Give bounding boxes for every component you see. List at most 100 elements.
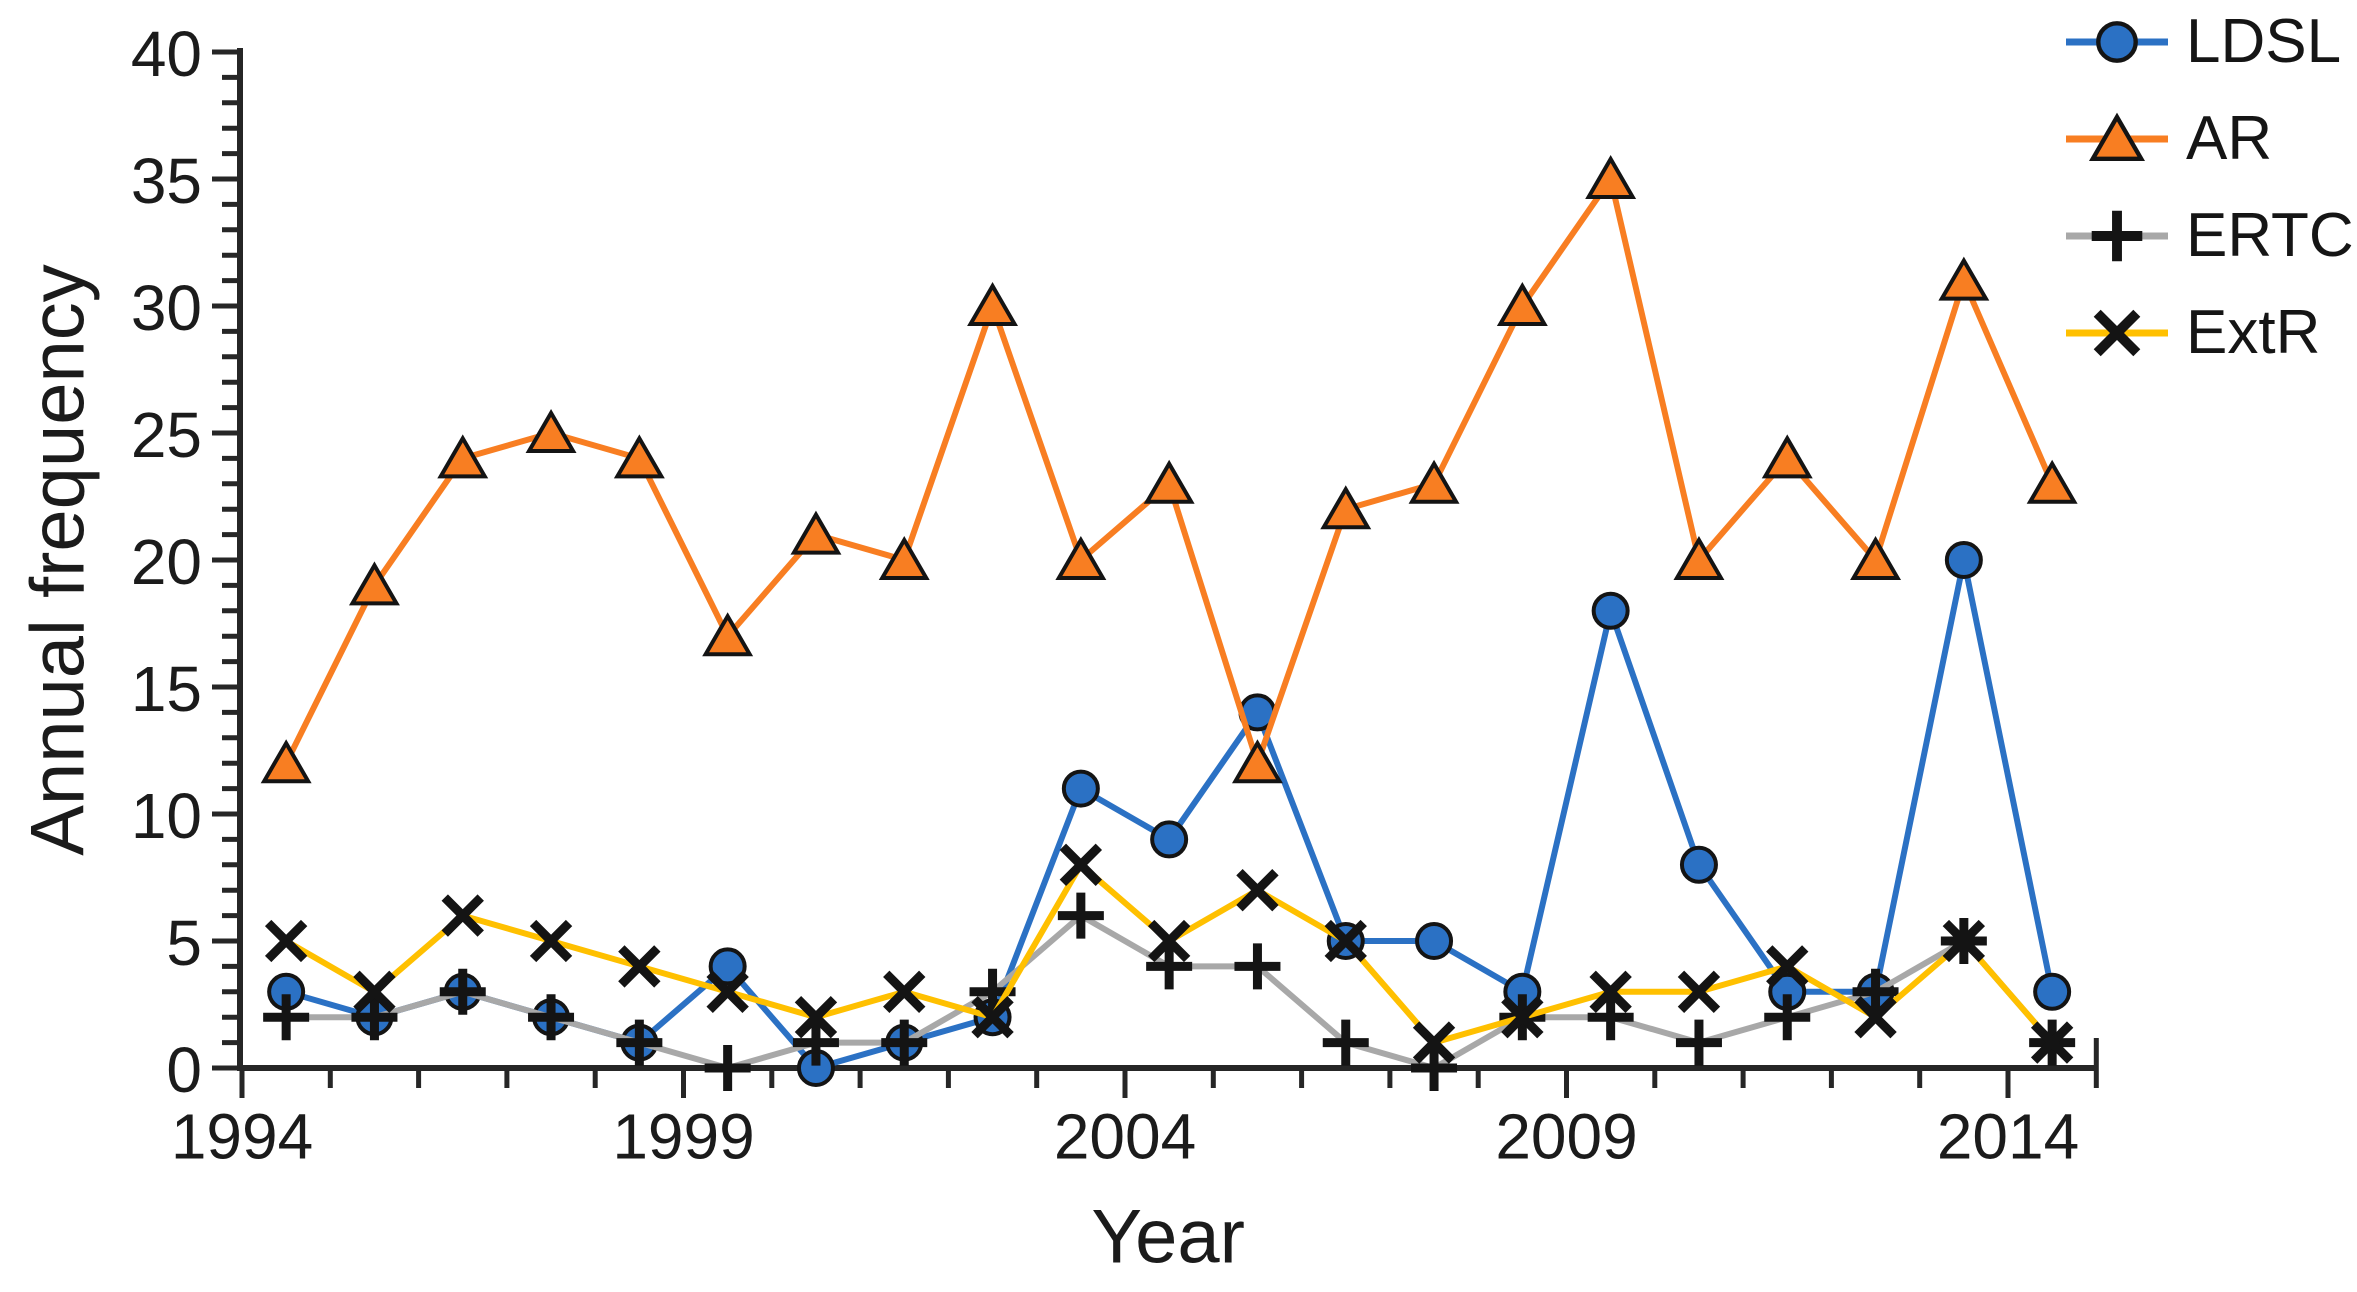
series-ERTC-plus-marker xyxy=(792,1019,839,1066)
series-ExtR-x-marker xyxy=(1059,843,1103,886)
series-AR-triangle-marker xyxy=(613,434,665,479)
series-ERTC-plus-marker xyxy=(616,1019,663,1066)
series-AR-triangle-marker xyxy=(878,536,930,580)
series-ERTC-plus-marker xyxy=(881,1019,928,1066)
legend-label-ar: AR xyxy=(2186,104,2273,173)
series-ERTC-plus-marker xyxy=(351,994,398,1041)
series-ERTC-plus-marker xyxy=(1057,892,1104,939)
ar-triangle-marker-icon xyxy=(2066,112,2168,161)
series-ERTC-plus-marker xyxy=(528,994,575,1041)
y-tick-label: 30 xyxy=(131,272,202,344)
series-AR-triangle-marker xyxy=(2026,459,2078,504)
series-ExtR-x-marker xyxy=(529,919,573,963)
y-axis-title: Annual frequency xyxy=(16,264,101,856)
series-AR-triangle-marker xyxy=(1938,256,1990,301)
series-ERTC-plus-marker xyxy=(263,994,310,1041)
series-ERTC-plus-marker xyxy=(439,968,486,1015)
series-AR-triangle-marker xyxy=(1585,155,1637,199)
series-ExtR-x-marker xyxy=(618,945,661,988)
x-tick-label: 2014 xyxy=(1937,1100,2079,1172)
y-tick-label: 40 xyxy=(131,18,202,90)
y-tick-label: 0 xyxy=(166,1034,202,1106)
series-ERTC-plus-marker xyxy=(1234,943,1281,990)
series-AR-triangle-marker xyxy=(1850,536,1902,580)
series-AR-triangle-marker xyxy=(525,409,577,453)
y-tick-label: 20 xyxy=(131,526,202,598)
series-ExtR-x-marker xyxy=(1766,945,1809,988)
series-AR-triangle-marker xyxy=(1761,434,1813,479)
series-AR-triangle-marker xyxy=(1496,282,1548,326)
series-LDSL-circle-marker xyxy=(1591,591,1630,630)
series-AR-triangle-marker xyxy=(437,434,489,479)
series-LDSL-circle-marker xyxy=(2033,972,2072,1011)
legend-label-ldsl: LDSL xyxy=(2186,7,2342,76)
y-tick-label: 15 xyxy=(131,653,202,725)
y-tick-label: 5 xyxy=(166,907,202,979)
ertc-plus-marker-icon xyxy=(2066,210,2168,262)
series-AR-triangle-marker xyxy=(1055,536,1107,580)
series-ExtR-x-marker xyxy=(1942,919,1986,963)
series-ExtR-x-marker xyxy=(2030,1021,2074,1064)
series-AR-triangle-marker xyxy=(1408,459,1460,504)
series-ExtR-x-marker xyxy=(1589,970,1632,1013)
series-ExtR-x-marker xyxy=(441,894,484,937)
series-ERTC-plus-marker xyxy=(1764,994,1811,1041)
legend-label-ertc: ERTC xyxy=(2186,201,2354,270)
series-LDSL-circle-marker xyxy=(1944,541,1983,579)
y-tick-label: 10 xyxy=(131,780,202,852)
series-ExtR-x-marker xyxy=(1412,1021,1456,1064)
series-ExtR-x-marker xyxy=(1501,996,1544,1039)
legend-item-extr: ExtR xyxy=(2064,301,2356,365)
series-ExtR-x-marker xyxy=(971,996,1014,1039)
series-ERTC-plus-marker xyxy=(1322,1019,1369,1066)
legend-item-ertc: ERTC xyxy=(2064,204,2356,268)
x-axis-title: Year xyxy=(1091,1194,1245,1279)
legend-LDSL-circle-marker xyxy=(2096,21,2138,63)
series-AR-triangle-marker xyxy=(1231,739,1283,784)
legend-ExtR-x-marker xyxy=(2093,309,2141,357)
series-ERTC-plus-marker xyxy=(1852,968,1899,1015)
series-LDSL-circle-marker xyxy=(708,947,747,986)
y-tick-label: 35 xyxy=(131,145,202,217)
series-AR-triangle-marker xyxy=(1673,536,1725,580)
series-LDSL-circle-marker xyxy=(1061,769,1100,808)
series-ExtR-x-marker xyxy=(353,970,396,1013)
series-LDSL-circle-marker xyxy=(1415,922,1454,960)
series-AR-triangle-marker xyxy=(260,739,312,784)
legend-AR-triangle-marker xyxy=(2088,112,2146,161)
series-ERTC-plus-marker xyxy=(1675,1019,1722,1066)
series-LDSL-circle-marker xyxy=(1150,820,1189,859)
series-ExtR-x-marker xyxy=(1677,970,1721,1013)
x-tick-label: 2004 xyxy=(1054,1100,1196,1172)
legend-label-extr: ExtR xyxy=(2186,298,2321,367)
legend-item-ldsl: LDSL xyxy=(2064,10,2356,74)
x-tick-label: 1994 xyxy=(171,1100,313,1172)
legend-ERTC-plus-marker xyxy=(2091,210,2143,262)
series-ERTC-plus-marker xyxy=(1411,1045,1458,1091)
y-tick-label: 25 xyxy=(131,399,202,471)
x-tick-label: 2009 xyxy=(1495,1100,1637,1172)
series-AR-triangle-marker xyxy=(967,282,1019,326)
legend: LDSL AR ERTC ExtR xyxy=(2064,10,2356,365)
series-ERTC-plus-marker xyxy=(704,1045,751,1091)
series-ExtR-x-marker xyxy=(794,996,838,1039)
series-ExtR-x-marker xyxy=(264,919,308,963)
series-ExtR-x-marker xyxy=(1324,919,1367,963)
series-ERTC-plus-marker xyxy=(1146,943,1193,990)
extr-x-marker-icon xyxy=(2066,309,2168,357)
series-LDSL-circle-marker xyxy=(1679,845,1718,884)
series-ExtR-x-marker xyxy=(706,970,749,1013)
series-ExtR-x-marker xyxy=(883,970,926,1013)
series-AR-triangle-marker xyxy=(702,612,754,657)
ldsl-circle-marker-icon xyxy=(2066,21,2168,63)
legend-item-ar: AR xyxy=(2064,107,2356,171)
series-ExtR-x-marker xyxy=(1854,996,1897,1039)
series-AR-triangle-marker xyxy=(348,561,400,606)
series-AR-triangle-marker xyxy=(1320,485,1372,530)
x-tick-label: 1999 xyxy=(612,1100,754,1172)
series-ExtR-x-marker xyxy=(1147,919,1191,963)
series-ExtR-x-marker xyxy=(1236,869,1279,912)
series-AR-triangle-marker xyxy=(790,510,842,555)
